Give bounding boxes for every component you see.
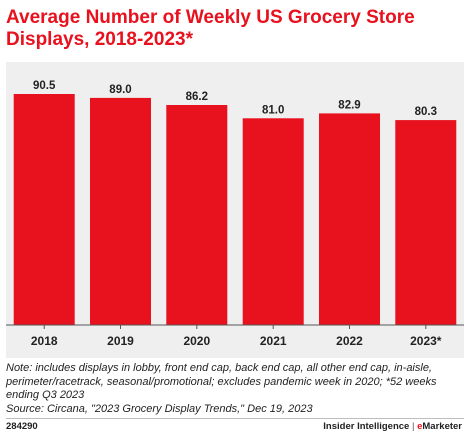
brand-logo: Insider Intelligence | eMarketer bbox=[323, 421, 462, 432]
brand-insider-intelligence: Insider Intelligence bbox=[323, 421, 410, 432]
brand-marketer: Marketer bbox=[422, 421, 462, 432]
bar-2018 bbox=[13, 94, 75, 325]
data-label-2022: 82.9 bbox=[338, 99, 360, 111]
brand-separator: | bbox=[411, 421, 415, 432]
bar-chart: 90.5 2018 89.0 2019 86.2 2020 81.0 2021 82.9 2022… bbox=[6, 80, 464, 348]
note-text: Note: includes displays in lobby, front … bbox=[6, 362, 437, 401]
data-label-2021: 81.0 bbox=[262, 104, 284, 116]
chart-notes: Note: includes displays in lobby, front … bbox=[6, 362, 464, 416]
chart-id: 284290 bbox=[6, 421, 38, 432]
x-tick-label: 2019 bbox=[107, 334, 134, 348]
bar-2023* bbox=[395, 120, 457, 325]
x-tick-label: 2022 bbox=[336, 334, 363, 348]
data-label-2023*: 80.3 bbox=[415, 106, 437, 118]
data-label-2018: 90.5 bbox=[33, 80, 56, 92]
plot-area: 90.5 2018 89.0 2019 86.2 2020 81.0 2021 82.9 2022… bbox=[6, 62, 464, 358]
chart-title: Average Number of Weekly US Grocery Stor… bbox=[6, 7, 415, 50]
brand-e-letter: e bbox=[417, 421, 423, 432]
bar-2020 bbox=[166, 105, 228, 325]
x-tick-label: 2020 bbox=[183, 334, 210, 348]
source-text: Source: Circana, "2023 Grocery Display T… bbox=[6, 402, 313, 415]
data-label-2020: 86.2 bbox=[186, 91, 208, 103]
bar-2022 bbox=[319, 113, 380, 326]
x-tick-label: 2021 bbox=[260, 334, 287, 348]
bar-2021 bbox=[242, 118, 304, 325]
x-tick-label: 2023* bbox=[410, 334, 442, 348]
bar-2019 bbox=[90, 97, 151, 326]
x-tick-label: 2018 bbox=[31, 334, 58, 348]
footer-divider bbox=[6, 418, 464, 419]
data-label-2019: 89.0 bbox=[109, 84, 131, 96]
